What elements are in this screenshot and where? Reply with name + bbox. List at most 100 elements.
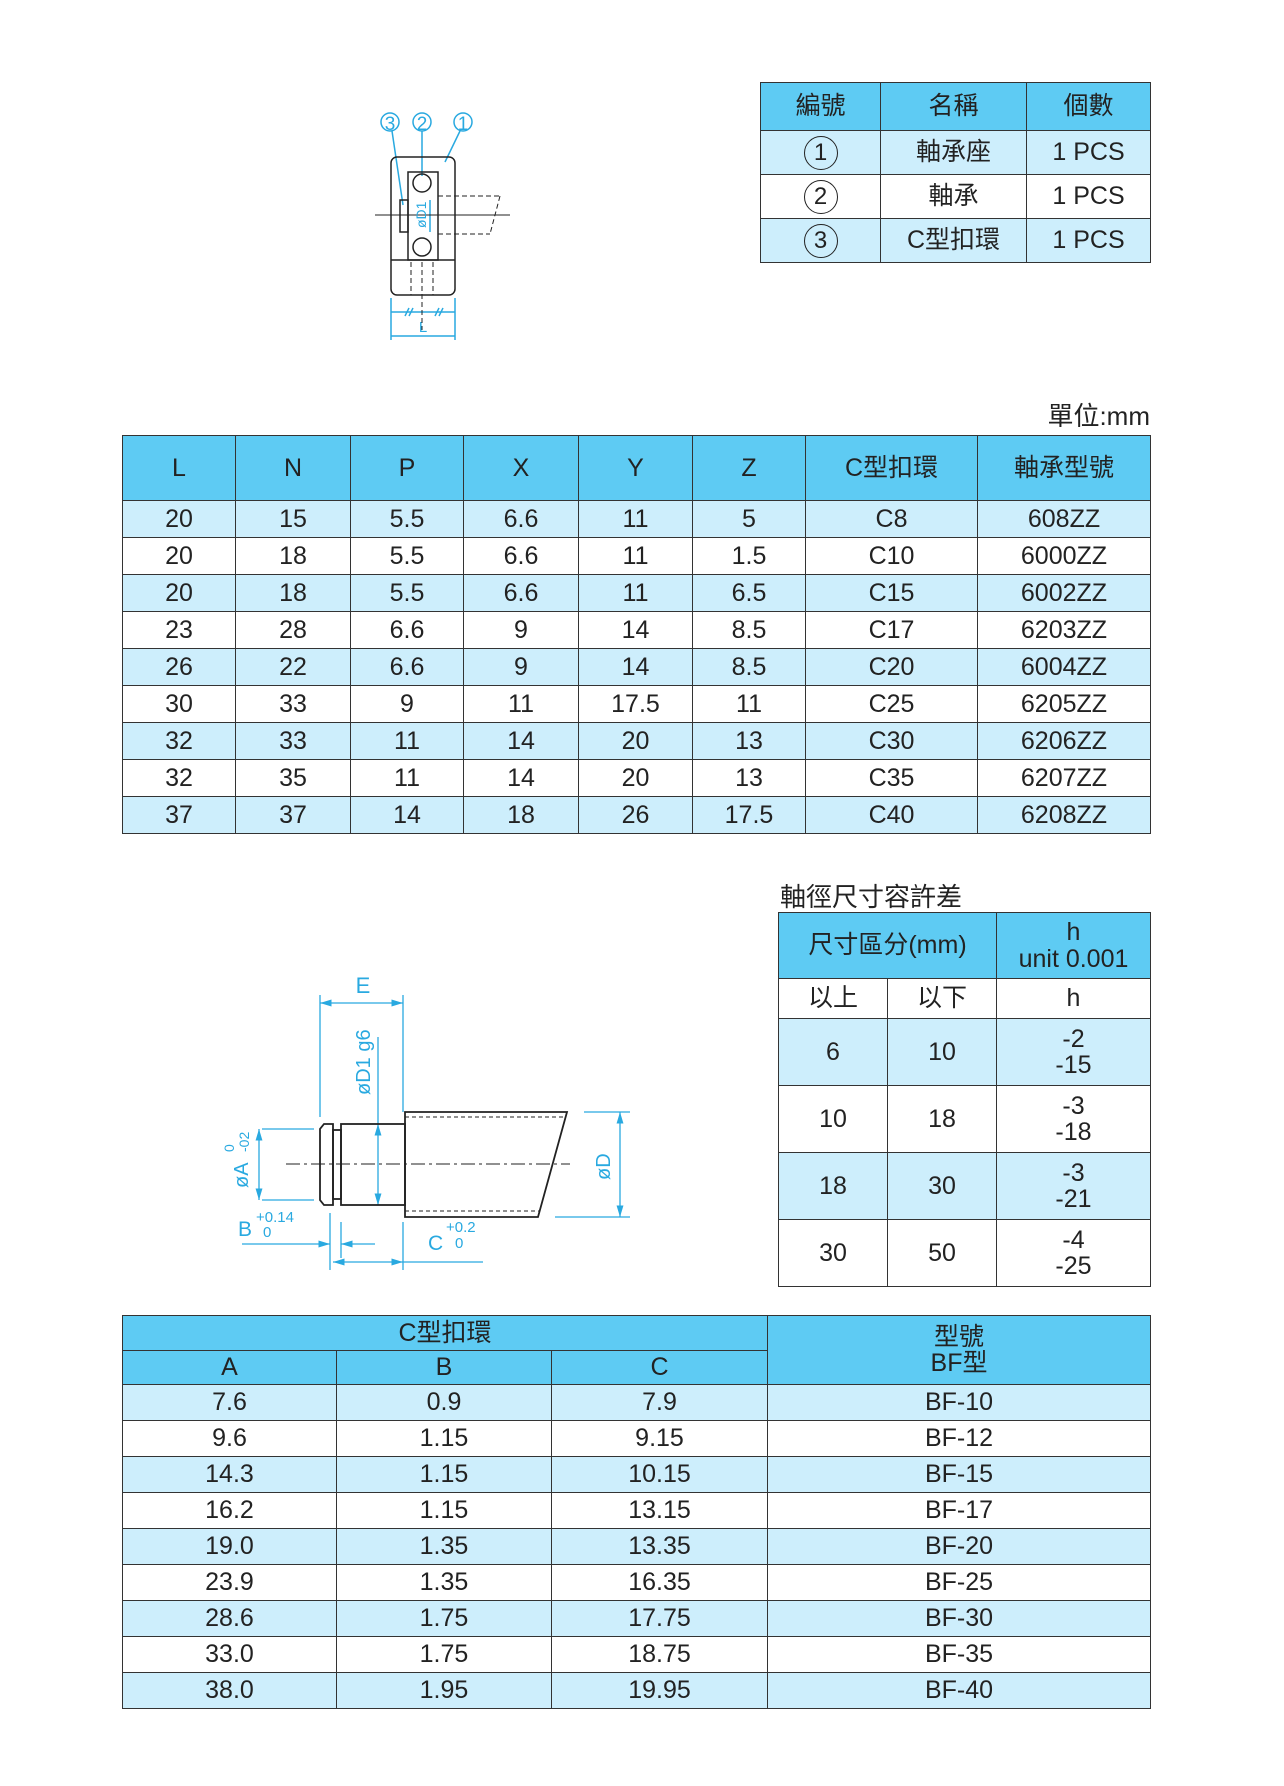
tol-to-cell: 30 [887, 1152, 997, 1220]
dim-cell: 35 [235, 759, 351, 797]
ring-row: 33.0 1.75 18.75 BF-35 [122, 1636, 1152, 1673]
dim-cell: 18 [235, 537, 351, 575]
ring-cell: BF-40 [767, 1672, 1152, 1709]
dim-cell: 6002ZZ [977, 574, 1151, 612]
d1-label: øD1 [413, 201, 429, 228]
dim-cell: C40 [805, 796, 978, 834]
ring-cell: 19.95 [550, 1672, 769, 1709]
header-h: h unit 0.001 [996, 912, 1151, 979]
dim-cell: 1.5 [692, 537, 806, 575]
dim-cell: C17 [805, 611, 978, 649]
tol-from-cell: 10 [778, 1085, 888, 1153]
tol-lower: -18 [1055, 1118, 1092, 1146]
ring-cell: 1.35 [336, 1528, 552, 1565]
tol-upper: -2 [1062, 1024, 1085, 1053]
a-label: øA [231, 1162, 253, 1188]
part-number-circle: 1 [803, 135, 838, 170]
callout-1: 1 [458, 114, 469, 135]
header-name: 名稱 [880, 82, 1027, 131]
dim-cell: 11 [692, 685, 806, 723]
dim-cell: C25 [805, 685, 978, 723]
dim-cell: 14 [463, 722, 579, 760]
dim-cell: 14 [578, 611, 693, 649]
dim-cell: 6208ZZ [977, 796, 1151, 834]
dim-row: 32 33 11 14 20 13 C30 6206ZZ [122, 722, 1151, 760]
tol-upper: -4 [1062, 1225, 1085, 1254]
dim-cell: 20 [122, 574, 236, 612]
callout-2: 2 [417, 114, 428, 135]
dim-cell: 20 [122, 500, 236, 538]
ring-cell: 1.75 [336, 1600, 552, 1637]
ring-cell: 1.15 [336, 1492, 552, 1529]
dim-cell: C8 [805, 500, 978, 538]
dim-cell: 26 [122, 648, 236, 686]
dim-cell: 6.6 [463, 500, 579, 538]
dim-cell: 23 [122, 611, 236, 649]
ring-cell: 28.6 [122, 1600, 337, 1637]
dim-cell: 9 [463, 648, 579, 686]
ring-cell: BF-20 [767, 1528, 1152, 1565]
tolerance-row: 30 50 -4 -25 [778, 1219, 1151, 1287]
b-label: B [238, 1218, 252, 1241]
part-name-cell: C型扣環 [880, 218, 1027, 263]
dim-cell: 28 [235, 611, 351, 649]
dim-row: 30 33 9 11 17.5 11 C25 6205ZZ [122, 685, 1151, 723]
ring-cell: 1.35 [336, 1564, 552, 1601]
dim-cell: 6.6 [463, 574, 579, 612]
dim-header-cell: N [235, 435, 351, 501]
dim-cell: 17.5 [692, 796, 806, 834]
part-no-cell: 2 [760, 174, 881, 219]
parts-row: 1 軸承座 1 PCS [760, 130, 1151, 175]
dim-cell: 32 [122, 722, 236, 760]
dim-cell: C10 [805, 537, 978, 575]
tol-lower: -21 [1055, 1185, 1092, 1213]
ring-cell: 13.35 [550, 1528, 769, 1565]
e-label: E [356, 973, 371, 998]
dim-cell: 9 [463, 611, 579, 649]
dim-cell: 6.6 [350, 611, 464, 649]
dim-cell: 6203ZZ [977, 611, 1151, 649]
part-qty-cell: 1 PCS [1026, 174, 1151, 219]
dim-cell: 11 [578, 537, 693, 575]
dim-cell: 14 [350, 796, 464, 834]
dim-cell: C30 [805, 722, 978, 760]
ring-cell: 33.0 [122, 1636, 337, 1673]
dim-cell: 20 [578, 722, 693, 760]
dim-cell: 6004ZZ [977, 648, 1151, 686]
header-no: 編號 [760, 82, 881, 131]
dim-cell: 6.6 [463, 537, 579, 575]
ring-cell: 17.75 [550, 1600, 769, 1637]
header-model-sub: BF型 [930, 1349, 988, 1377]
dim-cell: 33 [235, 685, 351, 723]
ring-cell: BF-30 [767, 1600, 1152, 1637]
ring-row: 7.6 0.9 7.9 BF-10 [122, 1384, 1152, 1421]
tol-to-cell: 18 [887, 1085, 997, 1153]
header-c-ring: C型扣環 [121, 1315, 769, 1351]
tolerance-title: 軸徑尺寸容許差 [780, 882, 963, 912]
header-size-range: 尺寸區分(mm) [778, 912, 997, 979]
ring-cell: 16.35 [550, 1564, 769, 1601]
ring-cell: 1.15 [336, 1456, 552, 1493]
dim-cell: 22 [235, 648, 351, 686]
shaft-drawing: E øD1 g6 øA 0 -02 øD B +0.14 0 C +0.2 0 [221, 973, 630, 1270]
c-label: C [428, 1232, 443, 1255]
dim-cell: 6205ZZ [977, 685, 1151, 723]
dim-cell: 17.5 [578, 685, 693, 723]
ring-cell: 23.9 [122, 1564, 337, 1601]
dim-cell: 37 [122, 796, 236, 834]
tolerance-row: 18 30 -3 -21 [778, 1152, 1151, 1220]
c-upper-tol: +0.2 [446, 1219, 476, 1236]
sub-below: 以下 [887, 978, 997, 1019]
l-label: L [419, 319, 427, 336]
dim-cell: 6207ZZ [977, 759, 1151, 797]
header-h-label: h [1066, 918, 1081, 947]
ring-cell: 38.0 [122, 1672, 337, 1709]
ring-cell: 1.75 [336, 1636, 552, 1673]
dim-cell: 14 [463, 759, 579, 797]
dim-header-cell: Y [578, 435, 693, 501]
tol-h-cell: -2 -15 [996, 1018, 1151, 1086]
dim-header-cell: Z [692, 435, 806, 501]
sub-h: h [996, 978, 1151, 1019]
parts-row: 2 軸承 1 PCS [760, 174, 1151, 219]
dim-row: 23 28 6.6 9 14 8.5 C17 6203ZZ [122, 611, 1151, 649]
